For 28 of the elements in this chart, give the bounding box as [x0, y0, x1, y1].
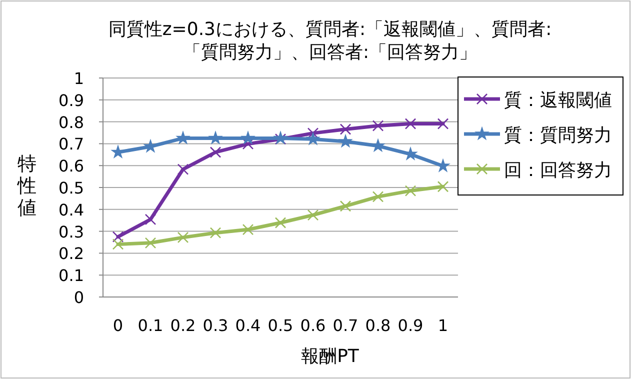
- ytick: 0.6: [58, 156, 84, 176]
- legend-label: 質：質問努力: [504, 125, 612, 146]
- xtick: 0.4: [235, 316, 261, 335]
- ytick: 0.7: [58, 134, 84, 154]
- xtick: 0.6: [300, 316, 326, 335]
- xtick: 0: [112, 316, 124, 335]
- xtick: 0.1: [138, 316, 164, 335]
- legend-label: 回：回答努力: [504, 160, 612, 181]
- ytick: 0.5: [58, 178, 84, 198]
- xtick: 0.3: [202, 316, 228, 335]
- ytick: 0.3: [58, 222, 84, 242]
- ytick: 0: [74, 288, 84, 307]
- xtick: 0.8: [365, 316, 391, 335]
- title: 同質性z=0.3における、質問者:「返報閾値」、質問者:「質問努力」、回答者:「回答努力」: [107, 18, 553, 64]
- ytick: 0.2: [58, 244, 84, 264]
- xtick: 0.7: [332, 316, 358, 335]
- xtick: 1: [438, 316, 448, 335]
- ytick: 0.9: [58, 90, 84, 110]
- xtick: 0.2: [170, 316, 196, 335]
- xtick: 0.9: [398, 316, 424, 335]
- ylabel: 特性値: [18, 153, 36, 219]
- legend-label: 質：返報閾値: [504, 90, 612, 111]
- ytick: 0.1: [58, 266, 84, 286]
- xlabel: 報酬PT: [301, 346, 359, 367]
- ytick: 0.4: [58, 200, 84, 220]
- ytick: 1: [74, 69, 84, 88]
- xtick: 0.5: [268, 316, 294, 335]
- ytick: 0.8: [58, 112, 84, 132]
